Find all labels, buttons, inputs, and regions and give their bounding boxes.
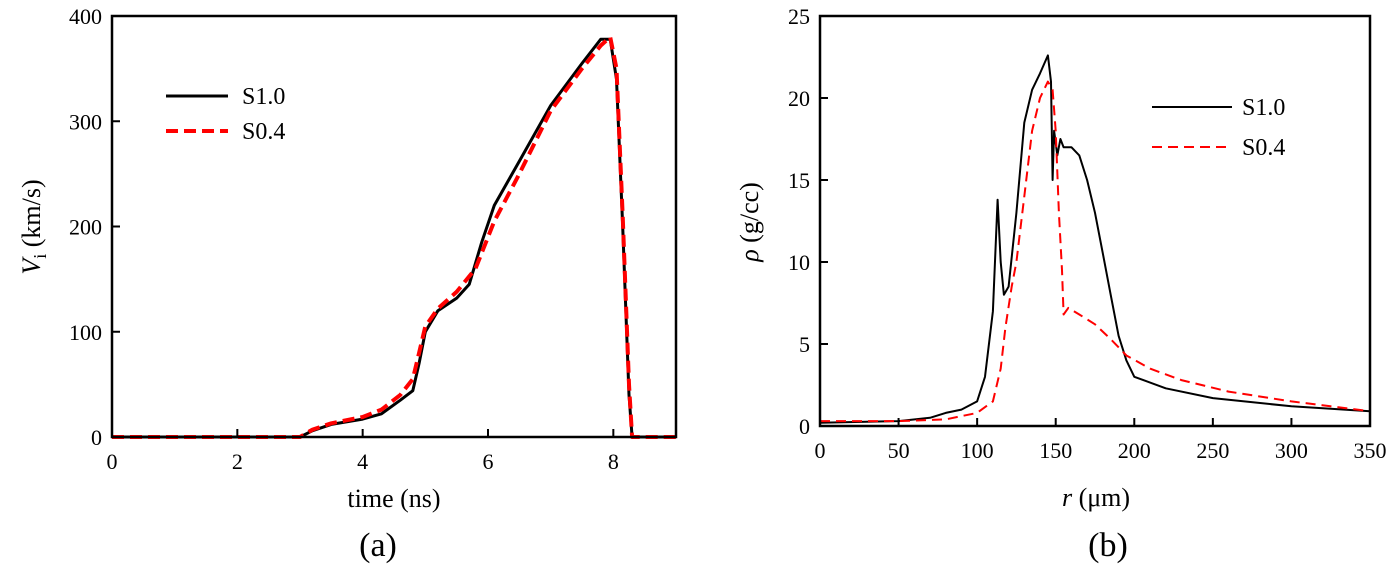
panel-b-x-axis-symbol: r <box>1062 483 1073 512</box>
panel-b-y-tick-label-0: 0 <box>799 414 810 439</box>
panel-b-x-tick-label-6: 300 <box>1275 438 1308 463</box>
panel-a-legend-label-s1: S1.0 <box>242 84 285 110</box>
panel-b-x-tick-label-3: 150 <box>1039 438 1072 463</box>
panel-a-y-axis-symbol: V <box>17 256 46 275</box>
panel-b-x-tick-label-0: 0 <box>815 438 826 463</box>
panel-b-ticks: 0 50 100 150 200 250 300 350 0 5 10 15 20 25 <box>788 4 1387 463</box>
panel-a-label: (a) <box>359 527 397 564</box>
panel-b-series-line-0 <box>819 54 1371 424</box>
panel-b-x-tick-label-7: 350 <box>1354 438 1387 463</box>
panel-b-x-axis-label: r (μm) <box>1062 483 1130 512</box>
panel-b-chart: 0 50 100 150 200 250 300 350 0 5 10 15 20 25 r (μm) ρ… <box>735 4 1387 564</box>
panel-a-y-axis-subscript: i <box>30 254 50 259</box>
panel-a-y-tick-label-0: 0 <box>91 425 102 450</box>
panel-a-legend-label-s0: S0.4 <box>242 119 285 145</box>
panel-b-y-tick-label-5: 25 <box>788 4 810 29</box>
panel-b-x-axis-unit: (μm) <box>1072 483 1130 512</box>
panel-a-y-axis-label: Vi (km/s) <box>17 179 50 274</box>
panel-b-x-tick-label-2: 100 <box>961 438 994 463</box>
panel-a-y-axis-unit: (km/s) <box>17 179 46 253</box>
panel-a-x-tick-label-3: 6 <box>483 449 494 474</box>
panel-a-plot-frame <box>110 14 678 439</box>
panel-a-x-tick-label-2: 4 <box>357 449 368 474</box>
panel-b-y-tick-label-2: 10 <box>788 250 810 275</box>
panel-a-legend: S1.0 S0.4 <box>166 84 285 145</box>
panel-b-x-tick-label-4: 200 <box>1118 438 1151 463</box>
panel-b-series-layer <box>819 54 1371 424</box>
panel-b-y-tick-label-1: 5 <box>799 332 810 357</box>
panel-b-legend-label-s1: S1.0 <box>1242 95 1285 121</box>
panel-a-y-tick-label-2: 200 <box>69 215 102 240</box>
panel-b-x-tick-label-1: 50 <box>888 438 910 463</box>
panel-a-x-axis-label: time (ns) <box>347 484 440 513</box>
panel-a-series-layer <box>112 35 676 439</box>
panel-a-y-tick-label-3: 300 <box>69 109 102 134</box>
panel-b-y-tick-label-3: 15 <box>788 168 810 193</box>
panel-a-y-tick-label-1: 100 <box>69 320 102 345</box>
panel-b-y-axis-label: ρ (g/cc) <box>735 182 764 263</box>
panel-a-ticks: 0 2 4 6 8 0 100 200 300 400 <box>69 4 619 474</box>
panel-a-series-line-1 <box>112 35 676 439</box>
panel-a-x-tick-label-0: 0 <box>107 449 118 474</box>
panel-b-label: (b) <box>1088 527 1128 564</box>
panel-b-legend-label-s0: S0.4 <box>1242 135 1285 161</box>
panel-b-y-axis-unit: (g/cc) <box>735 182 764 249</box>
panel-b-series-line-1 <box>820 80 1371 423</box>
panel-a-x-tick-label-1: 2 <box>232 449 243 474</box>
panel-b-legend: S1.0 S0.4 <box>1152 95 1285 161</box>
panel-b-x-tick-label-5: 250 <box>1196 438 1229 463</box>
panel-a-x-tick-label-4: 8 <box>608 449 619 474</box>
panel-a-chart: 0 2 4 6 8 0 100 200 300 400 time (ns) Vi (km/s) S… <box>17 4 678 564</box>
panel-a-y-tick-label-4: 400 <box>69 4 102 29</box>
panel-a-series-line-0 <box>112 37 676 439</box>
panel-b-y-axis-symbol: ρ <box>735 249 764 262</box>
panel-b-y-tick-label-4: 20 <box>788 86 810 111</box>
panel-b-plot-frame <box>818 14 1372 428</box>
